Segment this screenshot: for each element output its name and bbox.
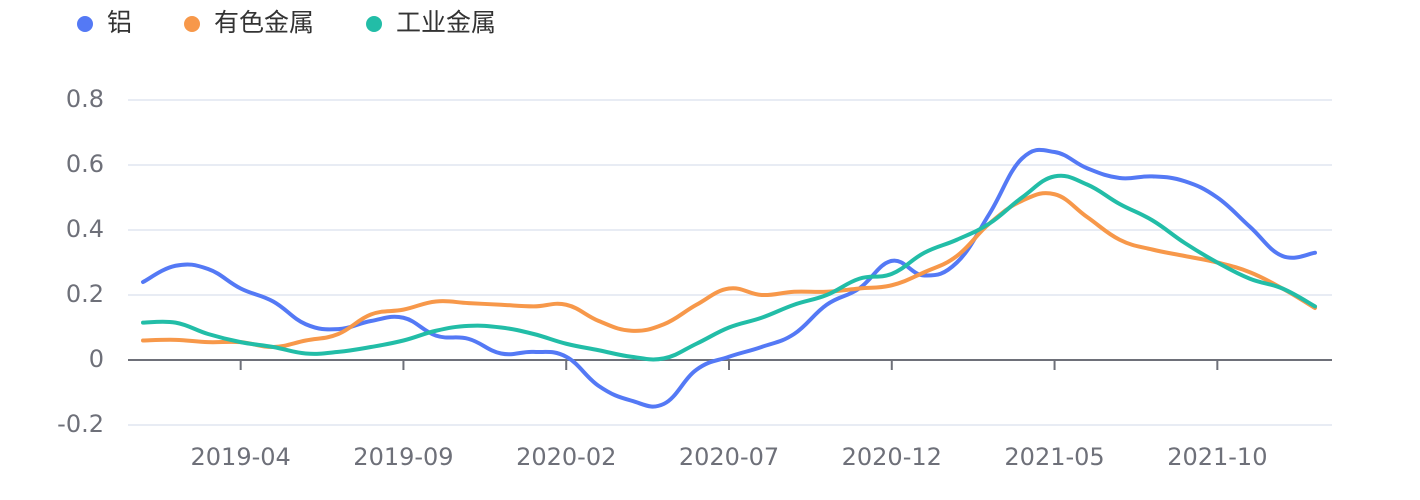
legend-marker [366,16,383,32]
line-series [141,191,1317,350]
legend-label: 工业金属 [396,8,496,37]
legend-label: 铝 [107,8,132,37]
legend-marker [184,16,201,32]
x-tick-label: 2020-02 [516,443,616,471]
x-tick-label: 2020-12 [842,443,942,471]
y-tick-label: -0.2 [57,410,104,438]
y-tick-label: 0.6 [66,150,104,178]
y-tick-label: 0 [89,345,104,373]
legend-marker [77,16,93,32]
y-tick-label: 0.4 [66,215,104,243]
y-tick-label: 0.8 [66,85,104,113]
x-tick-label: 2019-04 [191,443,291,471]
legend: 铝 有色金属 工业金属 [77,8,496,37]
x-tick-label: 2021-05 [1004,443,1104,471]
line-series [141,147,1317,409]
y-tick-label: 0.2 [66,280,104,308]
x-tick-label: 2021-10 [1167,443,1267,471]
x-tick-label: 2019-09 [353,443,453,471]
x-tick-label: 2020-07 [679,443,779,471]
legend-label: 有色金属 [214,8,314,37]
line-series [141,173,1317,362]
